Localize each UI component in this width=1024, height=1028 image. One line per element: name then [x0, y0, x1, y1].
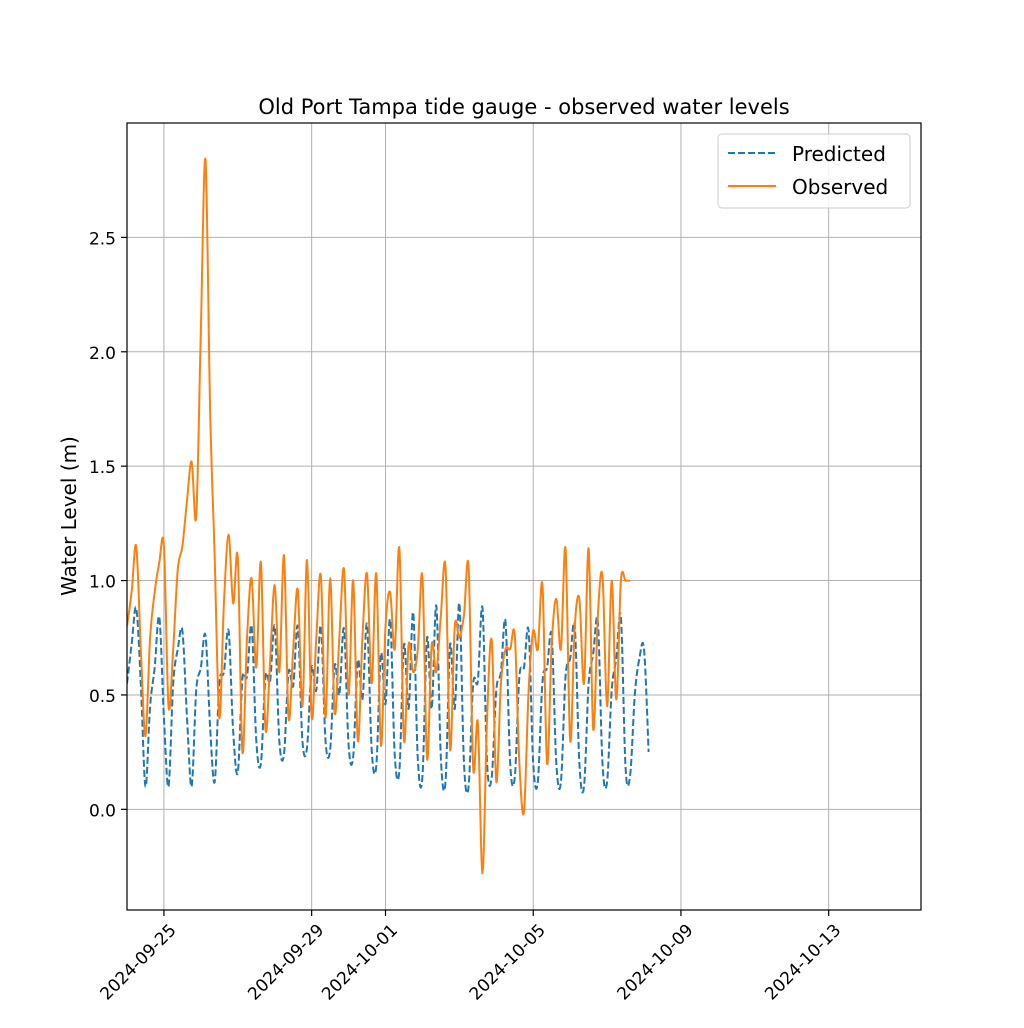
plot-frame — [126, 122, 922, 911]
y-tick-label: 1.0 — [89, 573, 116, 593]
y-tick-label: 0.5 — [89, 687, 116, 707]
y-axis-label: Water Level (m) — [57, 436, 81, 596]
legend-box — [717, 133, 911, 209]
legend: Predicted Observed — [717, 133, 911, 209]
series-line-observed — [127, 157, 631, 875]
y-tick-label: 2.5 — [89, 229, 116, 249]
y-tick-label: 2.0 — [89, 344, 116, 364]
series-line-predicted — [127, 602, 650, 795]
y-tick-label: 1.5 — [89, 458, 116, 478]
legend-label-predicted: Predicted — [792, 142, 886, 166]
series-layer — [127, 157, 650, 875]
chart-title: Old Port Tampa tide gauge - observed wat… — [258, 95, 789, 119]
y-tick-label: 0.0 — [89, 801, 116, 821]
legend-label-observed: Observed — [792, 175, 888, 199]
